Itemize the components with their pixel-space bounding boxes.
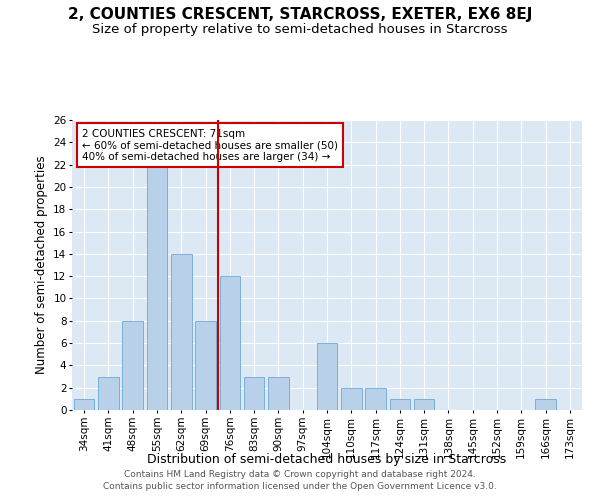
Text: 2, COUNTIES CRESCENT, STARCROSS, EXETER, EX6 8EJ: 2, COUNTIES CRESCENT, STARCROSS, EXETER,… xyxy=(68,8,532,22)
Text: Distribution of semi-detached houses by size in Starcross: Distribution of semi-detached houses by … xyxy=(148,452,506,466)
Bar xyxy=(244,376,265,410)
Text: Size of property relative to semi-detached houses in Starcross: Size of property relative to semi-detach… xyxy=(92,22,508,36)
Bar xyxy=(146,164,167,410)
Text: 2 COUNTIES CRESCENT: 71sqm
← 60% of semi-detached houses are smaller (50)
40% of: 2 COUNTIES CRESCENT: 71sqm ← 60% of semi… xyxy=(82,128,338,162)
Bar xyxy=(414,399,434,410)
Bar xyxy=(220,276,240,410)
Bar xyxy=(365,388,386,410)
Bar xyxy=(268,376,289,410)
Bar xyxy=(98,376,119,410)
Bar xyxy=(535,399,556,410)
Y-axis label: Number of semi-detached properties: Number of semi-detached properties xyxy=(35,156,47,374)
Bar xyxy=(317,343,337,410)
Bar xyxy=(171,254,191,410)
Bar xyxy=(122,321,143,410)
Bar xyxy=(341,388,362,410)
Text: Contains public sector information licensed under the Open Government Licence v3: Contains public sector information licen… xyxy=(103,482,497,491)
Text: Contains HM Land Registry data © Crown copyright and database right 2024.: Contains HM Land Registry data © Crown c… xyxy=(124,470,476,479)
Bar xyxy=(389,399,410,410)
Bar xyxy=(74,399,94,410)
Bar xyxy=(195,321,216,410)
